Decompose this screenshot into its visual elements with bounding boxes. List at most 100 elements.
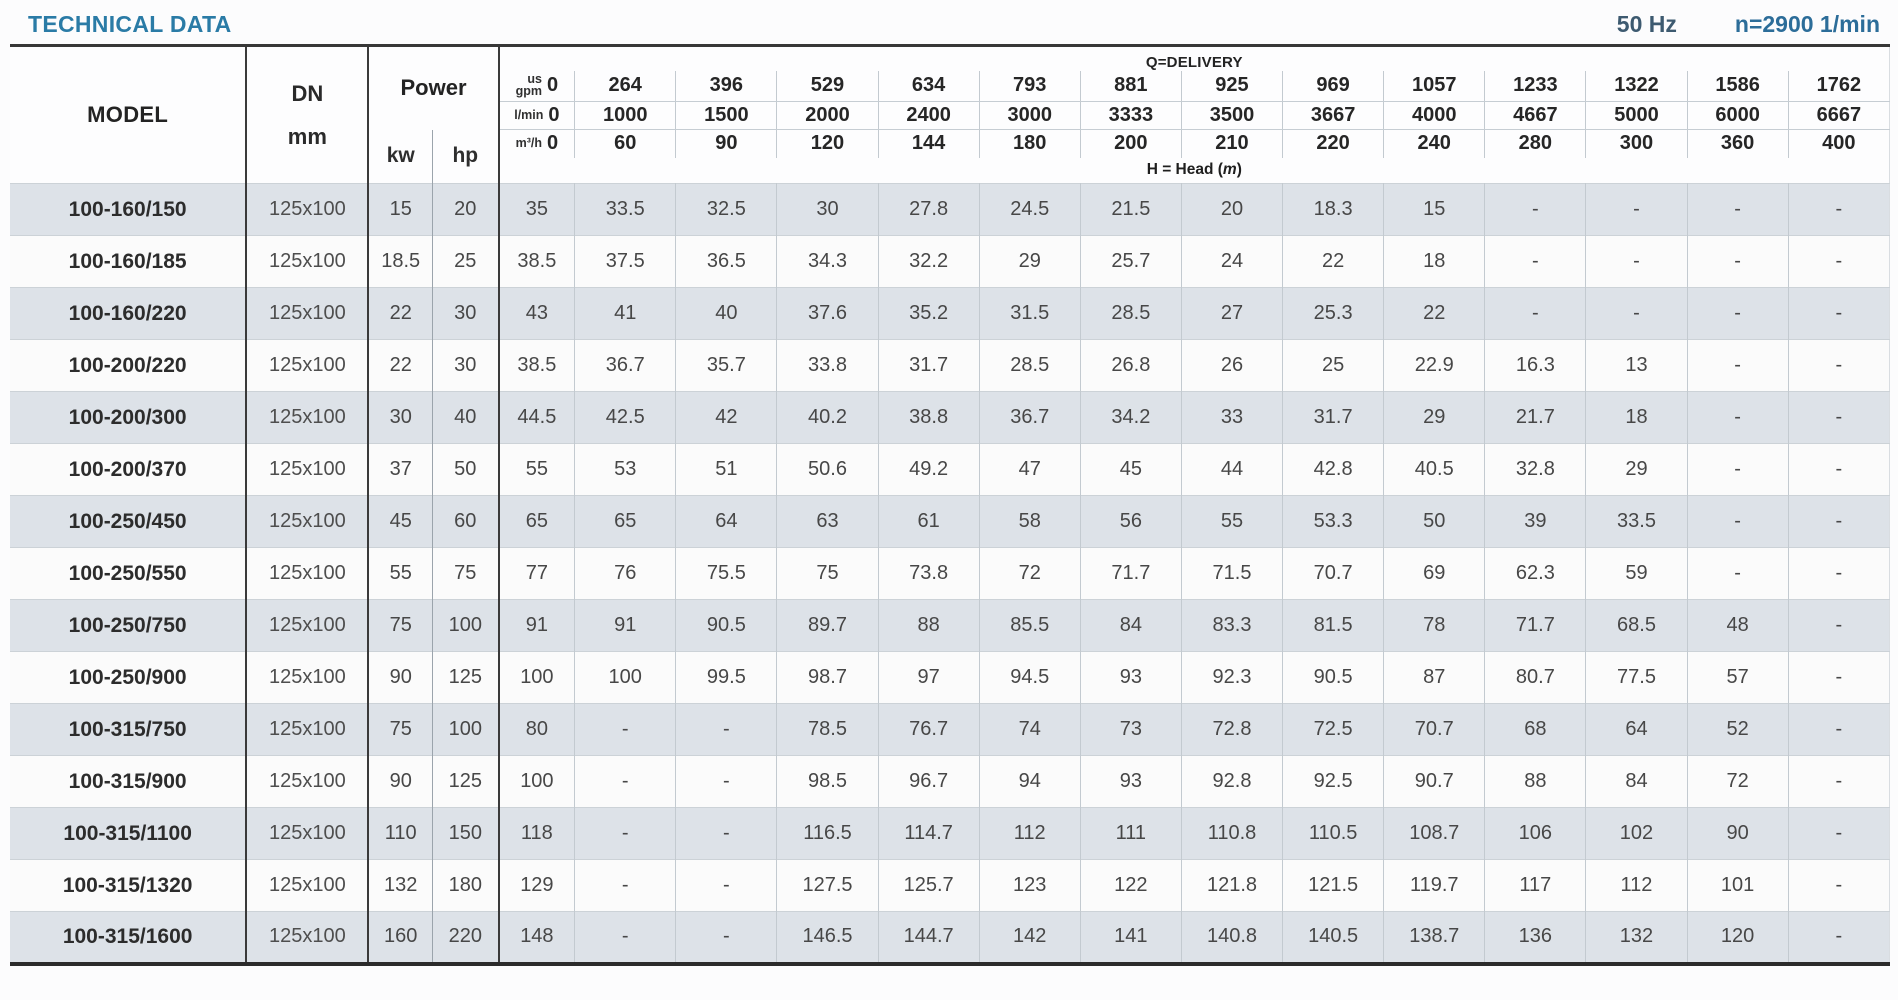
m3-h-value-cell: 220: [1282, 129, 1385, 158]
model-cell: 100-160/220: [10, 287, 248, 340]
head-value-cell: 70.7: [1383, 703, 1486, 756]
head-value-cell: 55: [1181, 495, 1284, 548]
hp-cell: 150: [432, 807, 500, 860]
head-value-cell: 81.5: [1282, 599, 1385, 652]
table-row: 100-315/1320 125x100 132 180 129- -127.5 125.7…: [10, 859, 1890, 912]
m3-h-value-cell: 200: [1080, 129, 1182, 158]
head-value-cell: 120: [1687, 911, 1789, 964]
head-value-cell: 100: [498, 755, 576, 808]
head-value-cell: 116.5: [776, 807, 879, 860]
hp-cell: 30: [432, 287, 500, 340]
us-gpm-value-cell: 1322: [1585, 70, 1688, 102]
head-value-cell: 72: [979, 547, 1081, 600]
head-value-cell: 40.5: [1383, 443, 1486, 496]
l-min-value-cell: 6667: [1788, 101, 1890, 130]
head-value-cell: 100: [498, 651, 576, 704]
table-row: 100-315/1100 125x100 110 150 118- -116.5 114.7…: [10, 807, 1890, 860]
table-row: 100-315/1600 125x100 160 220 148- -146.5 144.7…: [10, 911, 1890, 964]
head-value-cell: 111: [1080, 807, 1182, 860]
head-label-prefix: H = Head (: [1146, 161, 1223, 179]
head-value-cell: 85.5: [979, 599, 1081, 652]
rotation-speed-label: n=2900 1/min: [1734, 11, 1880, 37]
head-value-cell: 56: [1080, 495, 1182, 548]
dn-cell: 125x100: [246, 495, 370, 548]
top-bar: TECHNICAL DATA 50 Hz n=2900 1/min: [0, 0, 1898, 44]
kw-cell: 160: [368, 911, 434, 964]
head-value-cell: 34.3: [776, 235, 879, 288]
us-gpm-unit-cell: us gpm 0: [498, 70, 576, 102]
head-value-cell: 44: [1181, 443, 1284, 496]
head-value-cell: -: [1788, 183, 1890, 236]
model-cell: 100-160/150: [10, 183, 248, 236]
m3-h-value-cell: 60: [574, 129, 677, 158]
model-cell: 100-160/185: [10, 235, 248, 288]
head-value-cell: 96.7: [878, 755, 980, 808]
head-value-cell: -: [1585, 183, 1688, 236]
head-value-cell: 110.8: [1181, 807, 1284, 860]
head-value-cell: 93: [1080, 755, 1182, 808]
dn-cell: 125x100: [246, 911, 370, 964]
head-value-cell: 51: [675, 443, 778, 496]
table-row: 100-200/370 125x100 37 50 55 53 51 50.6 49.2 47 45…: [10, 443, 1890, 496]
model-cell: 100-200/300: [10, 391, 248, 444]
head-value-cell: 138.7: [1383, 911, 1486, 964]
hp-cell: 75: [432, 547, 500, 600]
head-value-cell: 21.7: [1484, 391, 1587, 444]
head-value-cell: 99.5: [675, 651, 778, 704]
head-value-cell: 41: [574, 287, 677, 340]
kw-cell: 90: [368, 755, 434, 808]
head-value-cell: 84: [1585, 755, 1688, 808]
head-value-cell: -: [574, 911, 677, 964]
us-gpm-value-cell: 1057: [1383, 70, 1486, 102]
us-gpm-value-cell: 396: [675, 70, 778, 102]
dn-cell: 125x100: [246, 183, 370, 236]
head-label-suffix: ): [1236, 161, 1242, 179]
table-row: 100-160/150 125x100 15 20 35 33.5 32.5 30 27.8 24…: [10, 183, 1890, 236]
head-value-cell: -: [1687, 495, 1789, 548]
us-gpm-value-cell: 793: [979, 70, 1081, 102]
head-value-cell: 94.5: [979, 651, 1081, 704]
kw-cell: 37: [368, 443, 434, 496]
m3-h-value-cell: 90: [675, 129, 778, 158]
head-value-cell: 125.7: [878, 859, 980, 912]
head-value-cell: 91: [574, 599, 677, 652]
head-value-cell: 71.7: [1484, 599, 1587, 652]
head-value-cell: 38.5: [498, 235, 576, 288]
table-row: 100-250/900 125x100 90 125 100 100 99.5 98.7 97 9…: [10, 651, 1890, 704]
head-value-cell: 28.5: [1080, 287, 1182, 340]
hp-cell: 20: [432, 183, 500, 236]
head-value-cell: 71.5: [1181, 547, 1284, 600]
kw-cell: 55: [368, 547, 434, 600]
head-value-cell: 80.7: [1484, 651, 1587, 704]
head-value-cell: -: [574, 755, 677, 808]
head-value-cell: 36.7: [979, 391, 1081, 444]
dn-unit-label: mm: [287, 123, 327, 149]
head-value-cell: -: [1788, 547, 1890, 600]
hp-cell: 30: [432, 339, 500, 392]
model-cell: 100-200/220: [10, 339, 248, 392]
head-value-cell: 33.5: [574, 183, 677, 236]
us-gpm-value-cell: 1762: [1788, 70, 1890, 102]
head-value-cell: 50: [1383, 495, 1486, 548]
head-value-cell: 13: [1585, 339, 1688, 392]
head-value-cell: 38.8: [878, 391, 980, 444]
hp-cell: 100: [432, 703, 500, 756]
m3-h-value-cell: 240: [1383, 129, 1486, 158]
kw-cell: 90: [368, 651, 434, 704]
table-row: 100-250/750 125x100 75 100 91 91 90.5 89.7 88 85.…: [10, 599, 1890, 652]
hp-cell: 125: [432, 651, 500, 704]
kw-cell: 15: [368, 183, 434, 236]
kw-cell: 75: [368, 703, 434, 756]
us-gpm-value-cell: 529: [776, 70, 879, 102]
model-cell: 100-200/370: [10, 443, 248, 496]
head-value-cell: 47: [979, 443, 1081, 496]
head-value-cell: -: [1484, 183, 1587, 236]
head-value-cell: 132: [1585, 911, 1688, 964]
us-gpm-value-cell: 264: [574, 70, 677, 102]
table-header: MODEL DN mm Power Q=DELIVERY us gpm 0 264 39…: [10, 45, 1890, 184]
head-value-cell: 33.5: [1585, 495, 1688, 548]
head-value-cell: 93: [1080, 651, 1182, 704]
head-value-cell: 72.5: [1282, 703, 1385, 756]
head-value-cell: -: [1687, 287, 1789, 340]
dn-cell: 125x100: [246, 859, 370, 912]
